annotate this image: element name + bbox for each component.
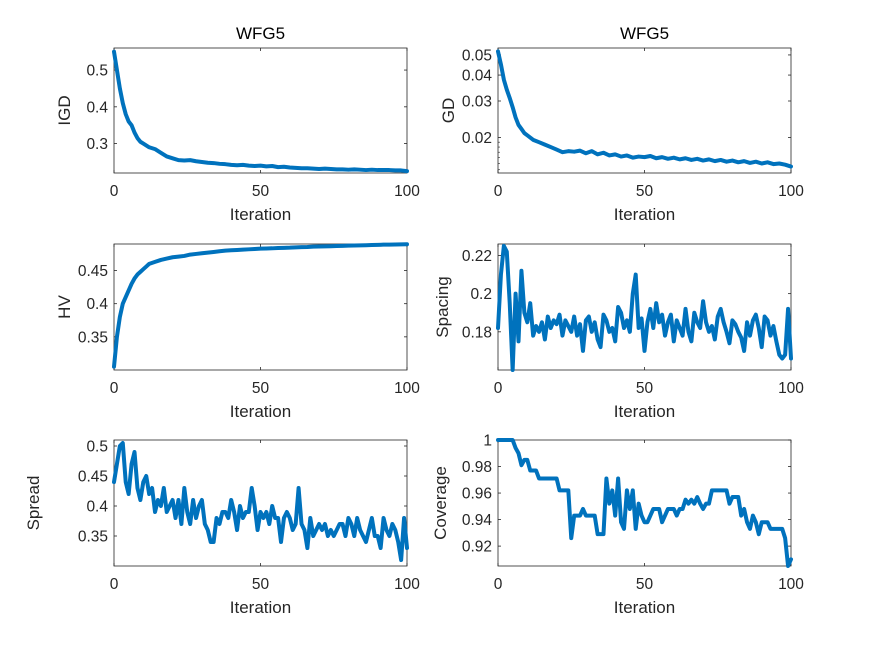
series-line-1 bbox=[496, 438, 793, 568]
y-tick-label: 0.02 bbox=[462, 130, 492, 147]
subplot-4: 0 50 100 0.18 0.2 0.22 Iteration Spacing bbox=[433, 243, 804, 421]
y-tick-label: 0.35 bbox=[78, 529, 108, 546]
x-tick-label: 100 bbox=[394, 380, 420, 397]
y-tick-label: 0.05 bbox=[462, 47, 492, 64]
y-tick-label: 0.04 bbox=[462, 68, 493, 85]
x-axis-label: Iteration bbox=[230, 598, 291, 617]
y-tick-label: 0.5 bbox=[86, 439, 108, 456]
x-axis-label: Iteration bbox=[614, 205, 675, 224]
x-tick-label: 50 bbox=[252, 576, 270, 593]
x-tick-label: 50 bbox=[636, 380, 654, 397]
y-tick-label: 0.5 bbox=[86, 63, 108, 80]
series-line-1 bbox=[112, 242, 409, 369]
y-tick-label: 0.3 bbox=[86, 136, 108, 153]
y-tick-label: 0.03 bbox=[462, 93, 492, 110]
x-tick-label: 0 bbox=[110, 380, 119, 397]
x-tick-label: 50 bbox=[636, 576, 654, 593]
y-axis-label: HV bbox=[55, 295, 74, 319]
subplot-title: WFG5 bbox=[236, 24, 285, 43]
y-tick-label: 0.18 bbox=[462, 324, 492, 341]
x-tick-label: 0 bbox=[110, 576, 119, 593]
x-axis-label: Iteration bbox=[230, 402, 291, 421]
series-line-1 bbox=[112, 441, 409, 562]
subplot-6: 0 50 100 0.92 0.94 0.96 0.98 1 Iteration Coverage bbox=[431, 433, 804, 618]
x-axis-label: Iteration bbox=[614, 598, 675, 617]
y-tick-label: 0.45 bbox=[78, 263, 108, 280]
x-tick-label: 50 bbox=[252, 380, 270, 397]
x-tick-label: 0 bbox=[494, 380, 503, 397]
x-tick-label: 100 bbox=[778, 576, 804, 593]
x-tick-label: 50 bbox=[636, 183, 654, 200]
series-line-1 bbox=[496, 243, 793, 372]
x-tick-label: 100 bbox=[394, 576, 420, 593]
x-tick-label: 50 bbox=[252, 183, 270, 200]
x-tick-label: 0 bbox=[494, 183, 503, 200]
y-tick-label: 1 bbox=[483, 433, 492, 450]
x-axis-label: Iteration bbox=[230, 205, 291, 224]
x-axis-label: Iteration bbox=[614, 402, 675, 421]
y-tick-label: 0.94 bbox=[462, 512, 493, 529]
y-tick-label: 0.2 bbox=[470, 286, 492, 303]
subplot-5: 0 50 100 0.35 0.4 0.45 0.5 Iteration Spread bbox=[24, 439, 420, 618]
x-tick-label: 100 bbox=[778, 380, 804, 397]
subplot-3: 0 50 100 0.35 0.4 0.45 Iteration HV bbox=[55, 242, 420, 421]
axes-box bbox=[113, 47, 408, 174]
y-tick-label: 0.4 bbox=[86, 99, 108, 116]
y-tick-label: 0.98 bbox=[462, 459, 492, 476]
axes-box bbox=[497, 439, 792, 567]
y-axis-label: Spacing bbox=[433, 276, 452, 337]
x-tick-label: 100 bbox=[778, 183, 804, 200]
series-line-1 bbox=[112, 49, 409, 174]
x-tick-label: 0 bbox=[110, 183, 119, 200]
y-axis-label: Spread bbox=[24, 476, 43, 531]
y-tick-label: 0.22 bbox=[462, 248, 492, 265]
subplot-2: 0 50 100 0.02 0.03 0.04 0.05 Iteration GD WFG5 bbox=[439, 24, 804, 224]
y-tick-label: 0.45 bbox=[78, 469, 108, 486]
y-tick-label: 0.92 bbox=[462, 539, 492, 556]
y-tick-label: 0.35 bbox=[78, 329, 108, 346]
x-tick-label: 100 bbox=[394, 183, 420, 200]
y-axis-label: IGD bbox=[55, 95, 74, 125]
y-axis-label: GD bbox=[439, 98, 458, 124]
y-axis-label: Coverage bbox=[431, 466, 450, 540]
axes-box bbox=[497, 47, 792, 174]
subplot-title: WFG5 bbox=[620, 24, 669, 43]
subplot-1: 0 50 100 0.3 0.4 0.5 Iteration IGD WFG5 bbox=[55, 24, 420, 224]
series-line-1 bbox=[496, 49, 793, 169]
x-tick-label: 0 bbox=[494, 576, 503, 593]
y-tick-label: 0.4 bbox=[86, 499, 108, 516]
y-tick-label: 0.96 bbox=[462, 486, 492, 503]
y-tick-label: 0.4 bbox=[86, 296, 108, 313]
